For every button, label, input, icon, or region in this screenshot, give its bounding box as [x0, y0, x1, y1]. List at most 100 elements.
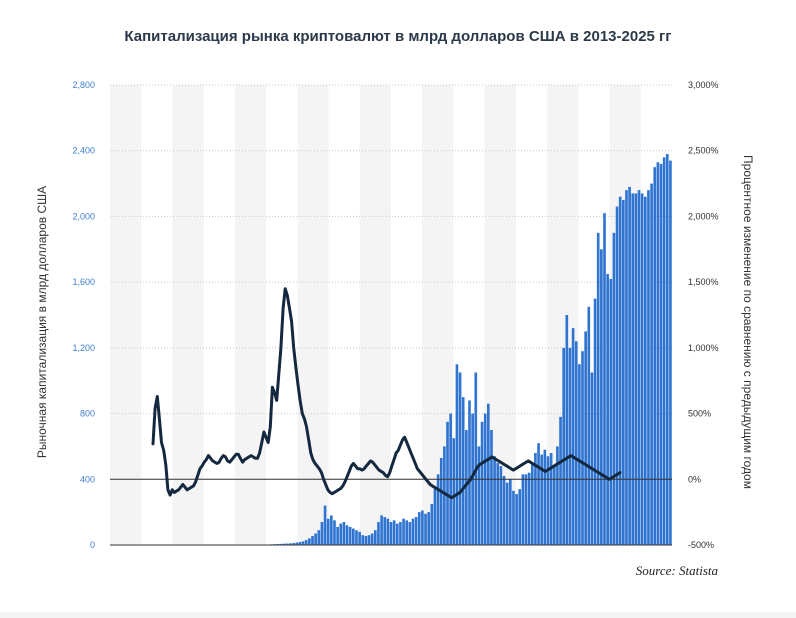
market-cap-bar	[518, 489, 522, 545]
left-tick-label: 1,200	[72, 343, 95, 353]
right-tick-label: 500%	[688, 409, 711, 419]
market-cap-bar	[474, 372, 478, 545]
background-band	[172, 85, 204, 545]
market-cap-bar	[361, 535, 365, 545]
market-cap-bar	[574, 341, 578, 545]
market-cap-bar	[496, 462, 500, 545]
market-cap-bar	[430, 503, 434, 545]
market-cap-bar	[568, 347, 572, 545]
left-tick-label: 1,600	[72, 277, 95, 287]
market-cap-bar	[455, 364, 459, 545]
footer-strip	[0, 612, 796, 618]
market-cap-bar	[477, 446, 481, 545]
market-cap-bar	[352, 528, 355, 545]
market-cap-bar	[530, 462, 534, 545]
market-cap-bar	[383, 517, 387, 545]
market-cap-bar	[653, 167, 657, 545]
market-cap-bar	[505, 482, 509, 545]
market-cap-bar	[534, 453, 537, 545]
market-cap-bar	[421, 510, 424, 545]
market-cap-bar	[336, 526, 339, 545]
market-cap-bar	[634, 193, 638, 545]
market-cap-bar	[392, 520, 396, 545]
left-tick-label: 2,000	[72, 211, 95, 221]
market-cap-bar	[308, 538, 311, 545]
market-cap-bar	[411, 518, 415, 545]
market-cap-bar	[345, 525, 349, 545]
market-cap-bar	[612, 232, 616, 545]
background-band	[234, 85, 267, 545]
percent-change-line	[151, 287, 622, 500]
market-cap-bar	[512, 490, 515, 545]
market-cap-bar	[593, 298, 597, 545]
market-cap-bar	[618, 196, 622, 545]
market-cap-bar	[622, 200, 625, 545]
market-cap-bar	[389, 522, 393, 545]
market-cap-bar	[399, 522, 402, 545]
market-cap-bar	[414, 517, 418, 545]
market-cap-bar	[656, 162, 660, 545]
market-cap-bar	[386, 518, 390, 545]
market-cap-bar	[323, 505, 327, 545]
market-cap-bar	[662, 157, 666, 546]
market-cap-bar	[395, 523, 399, 545]
market-cap-bar	[339, 523, 343, 545]
market-cap-bar	[348, 526, 352, 545]
market-cap-bar	[546, 456, 550, 545]
market-cap-bar	[342, 522, 346, 545]
market-cap-bar	[540, 454, 544, 545]
market-cap-bar	[377, 522, 380, 545]
market-cap-bar	[643, 196, 647, 545]
market-cap-bar	[446, 421, 449, 545]
market-cap-bar	[600, 249, 603, 546]
market-cap-bar	[380, 515, 383, 545]
market-cap-bar	[537, 443, 540, 545]
market-cap-bar	[370, 533, 374, 545]
market-cap-bar	[311, 535, 314, 545]
background-band	[110, 85, 142, 545]
market-cap-bar	[640, 193, 644, 545]
left-tick-label: 800	[80, 409, 95, 419]
market-cap-bar	[543, 449, 547, 545]
market-cap-bar	[625, 190, 628, 545]
market-cap-bar	[549, 453, 553, 545]
market-cap-bar	[292, 543, 295, 545]
left-tick-label: 400	[80, 474, 95, 484]
right-tick-label: 3,000%	[688, 80, 719, 90]
source-note: Source: Statista	[635, 563, 718, 578]
market-cap-bar	[417, 512, 421, 545]
market-cap-bar	[628, 186, 631, 545]
market-cap-bar	[521, 474, 525, 545]
market-cap-bar	[493, 456, 496, 545]
market-cap-bar	[590, 372, 594, 545]
market-cap-bar	[326, 518, 330, 545]
market-cap-bar	[552, 466, 556, 545]
market-cap-bar	[458, 372, 462, 545]
market-cap-bar	[465, 430, 468, 545]
market-cap-bar	[499, 466, 503, 545]
market-cap-bar	[565, 315, 569, 545]
market-cap-bar	[333, 520, 336, 545]
chart-title: Капитализация рынка криптовалют в млрд д…	[124, 28, 672, 45]
left-tick-label: 0	[90, 540, 95, 550]
market-cap-bar	[443, 446, 446, 545]
market-cap-bar	[502, 476, 506, 545]
market-cap-bar	[578, 364, 581, 545]
background-band	[297, 85, 329, 545]
market-cap-bar	[606, 273, 609, 545]
market-cap-bar	[279, 543, 283, 545]
market-cap-bar	[295, 542, 299, 545]
right-tick-label: 1,000%	[688, 343, 719, 353]
market-cap-bar	[587, 306, 591, 545]
market-cap-bar	[314, 533, 317, 545]
market-cap-bar	[515, 494, 518, 545]
market-cap-bar	[562, 347, 566, 545]
market-cap-bar	[508, 479, 512, 545]
market-cap-bar	[650, 183, 653, 546]
market-cap-bar	[373, 530, 377, 545]
market-cap-bar	[669, 160, 672, 546]
market-cap-bar	[301, 541, 305, 545]
right-tick-label: -500%	[688, 540, 714, 550]
market-cap-bar	[468, 400, 471, 545]
